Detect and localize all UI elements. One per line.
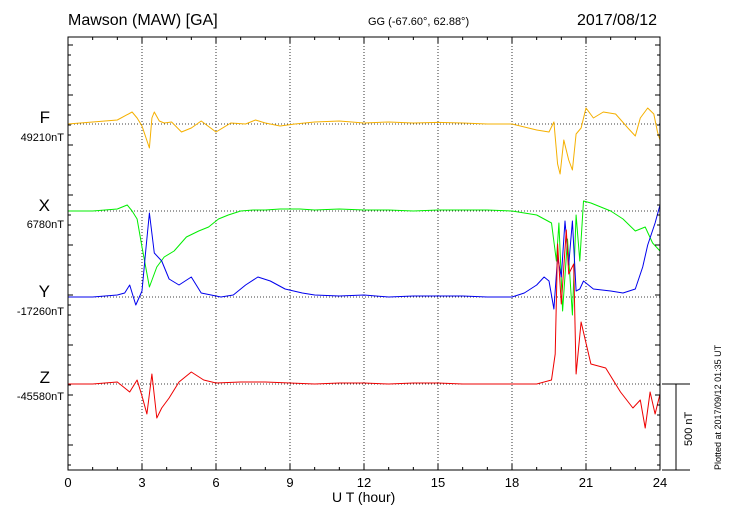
x-tick-label: 3 bbox=[138, 475, 145, 490]
series-label-z: Z bbox=[39, 368, 50, 387]
series-line-f bbox=[67, 107, 661, 175]
series-label-y: Y bbox=[38, 282, 50, 301]
x-tick-label: 0 bbox=[64, 475, 71, 490]
baseline-label-y: -17260nT bbox=[16, 306, 64, 318]
geographic-coordinates: GG (-67.60°, 62.88°) bbox=[368, 16, 470, 28]
series-line-y bbox=[68, 204, 661, 310]
baseline-label-f: 49210nT bbox=[20, 132, 64, 144]
x-tick-label: 18 bbox=[505, 475, 519, 490]
station-title: Mawson (MAW) [GA] bbox=[68, 12, 218, 29]
chart-series bbox=[67, 107, 661, 429]
series-label-f: F bbox=[39, 108, 50, 127]
x-axis-label: U T (hour) bbox=[332, 489, 396, 505]
series-label-x: X bbox=[38, 196, 50, 215]
x-tick-label: 9 bbox=[286, 475, 293, 490]
date-label: 2017/08/12 bbox=[577, 12, 658, 29]
scale-bar bbox=[662, 383, 690, 471]
x-tick-label: 12 bbox=[357, 475, 371, 490]
chart-grid bbox=[68, 37, 660, 470]
baseline-label-x: 6780nT bbox=[26, 219, 64, 231]
x-tick-label: 15 bbox=[431, 475, 445, 490]
scale-bar-label: 500 nT bbox=[683, 411, 695, 446]
series-line-z bbox=[68, 229, 661, 429]
series-line-x bbox=[68, 200, 661, 316]
x-tick-label: 6 bbox=[212, 475, 219, 490]
baseline-label-z: -45580nT bbox=[16, 391, 64, 403]
x-tick-label: 24 bbox=[653, 475, 667, 490]
x-tick-label: 21 bbox=[579, 475, 593, 490]
chart-ticks: 0 3 6 9 12 15 18 21 24 bbox=[64, 37, 667, 490]
plotted-timestamp: Plotted at 2017/09/12 01:35 UT bbox=[713, 344, 723, 470]
